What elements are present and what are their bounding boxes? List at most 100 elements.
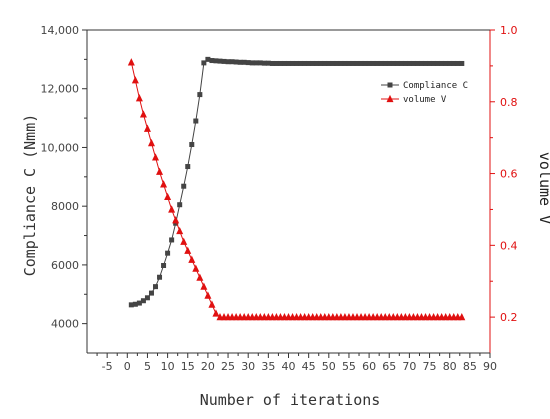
- right-y-tick-label: 0.8: [500, 96, 518, 109]
- data-point: [201, 60, 207, 66]
- data-point: [147, 138, 155, 147]
- legend-label: Compliance C: [403, 81, 468, 91]
- left-y-axis-title: Compliance C (Nmm): [21, 114, 39, 277]
- legend-marker: [386, 94, 394, 103]
- data-point: [168, 205, 176, 213]
- left-y-tick-label: 4000: [51, 318, 79, 331]
- data-point: [269, 60, 275, 66]
- data-point: [362, 60, 368, 66]
- data-point: [435, 60, 441, 66]
- data-point: [177, 202, 183, 208]
- data-point: [217, 58, 223, 64]
- x-tick-label: 35: [261, 360, 275, 373]
- data-point: [298, 60, 304, 66]
- data-point: [156, 167, 164, 175]
- x-tick-label: 15: [181, 360, 195, 373]
- data-point: [144, 295, 150, 301]
- data-point: [229, 59, 235, 65]
- left-y-tick-label: 8000: [51, 200, 79, 213]
- right-y-tick-label: 0.4: [500, 239, 518, 252]
- x-tick-label: 0: [124, 360, 131, 373]
- data-point: [192, 264, 200, 272]
- data-point: [140, 298, 146, 304]
- data-point: [410, 60, 416, 66]
- data-point: [302, 60, 308, 66]
- left-y-tick-label: 10,000: [41, 141, 80, 154]
- x-tick-label: 65: [382, 360, 396, 373]
- data-point: [128, 302, 134, 308]
- data-point: [160, 180, 168, 188]
- data-point: [196, 273, 204, 281]
- data-point: [237, 59, 243, 65]
- data-point: [205, 56, 211, 62]
- data-point: [394, 60, 400, 66]
- x-tick-label: 20: [201, 360, 215, 373]
- legend-label: volume V: [403, 95, 447, 105]
- data-point: [157, 274, 163, 280]
- data-point: [418, 60, 424, 66]
- data-point: [135, 94, 143, 102]
- data-point: [257, 60, 263, 66]
- data-point: [165, 250, 171, 256]
- data-point: [265, 60, 271, 66]
- data-point: [249, 60, 255, 66]
- data-point: [148, 290, 154, 296]
- data-point: [402, 60, 408, 66]
- x-tick-label: 75: [423, 360, 437, 373]
- data-point: [358, 60, 364, 66]
- data-point: [390, 60, 396, 66]
- right-y-tick-label: 0.6: [500, 168, 518, 181]
- x-tick-label: 90: [483, 360, 497, 373]
- data-point: [197, 92, 203, 98]
- data-point: [132, 301, 138, 307]
- data-point: [423, 60, 429, 66]
- data-point: [443, 60, 449, 66]
- data-point: [334, 60, 340, 66]
- data-point: [330, 60, 336, 66]
- left-y-tick-label: 12,000: [41, 83, 80, 96]
- data-point: [294, 60, 300, 66]
- data-point: [225, 59, 231, 65]
- legend: Compliance C volume V: [381, 81, 468, 105]
- data-point: [161, 262, 167, 268]
- data-point: [286, 60, 291, 66]
- data-point: [221, 58, 227, 64]
- left-y-tick-label: 14,000: [41, 24, 80, 37]
- data-point: [164, 192, 172, 201]
- x-tick-label: 10: [161, 360, 175, 373]
- data-point: [277, 60, 283, 66]
- left-y-tick-label: 6000: [51, 259, 79, 272]
- data-point: [414, 60, 420, 66]
- data-point: [169, 237, 175, 243]
- data-point: [306, 60, 312, 66]
- data-point: [127, 58, 135, 66]
- data-point: [447, 60, 453, 66]
- data-point: [185, 164, 191, 170]
- data-point: [188, 255, 196, 263]
- data-point: [208, 300, 216, 308]
- data-point: [241, 59, 247, 65]
- x-tick-label: 50: [322, 360, 336, 373]
- data-point: [212, 309, 220, 317]
- series-compliance: [128, 56, 465, 308]
- data-point: [342, 60, 348, 66]
- data-point: [180, 237, 188, 245]
- data-point: [184, 246, 192, 254]
- data-point: [152, 153, 160, 161]
- data-point: [233, 59, 239, 65]
- data-point: [200, 282, 208, 290]
- data-point: [338, 60, 344, 66]
- data-point: [366, 60, 372, 66]
- data-point: [310, 60, 316, 66]
- data-point: [386, 60, 392, 66]
- x-tick-label: 85: [463, 360, 477, 373]
- data-point: [131, 76, 139, 84]
- data-point: [181, 183, 187, 189]
- data-point: [354, 60, 360, 66]
- x-tick-label: 55: [342, 360, 356, 373]
- x-axis-title: Number of iterations: [200, 391, 381, 409]
- data-point: [398, 60, 404, 66]
- data-point: [281, 60, 287, 66]
- data-point: [350, 60, 356, 66]
- data-point: [290, 60, 296, 66]
